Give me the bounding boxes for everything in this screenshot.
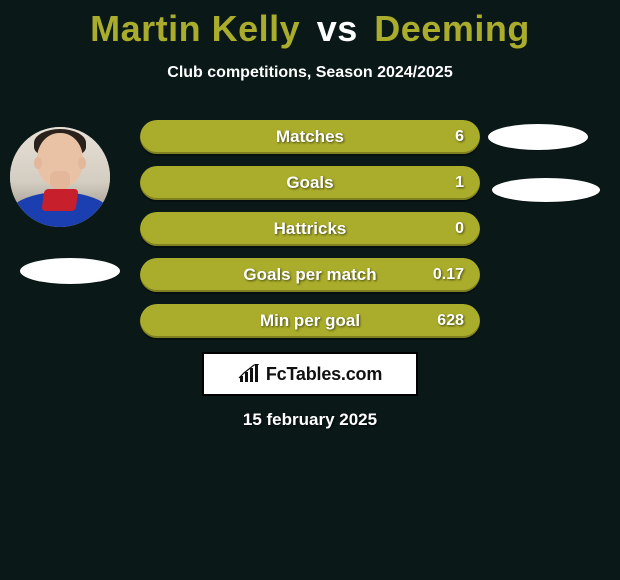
ellipse-shadow-left [20, 258, 120, 284]
subtitle: Club competitions, Season 2024/2025 [0, 64, 620, 82]
branding-box: FcTables.com [202, 352, 418, 396]
bar-chart-icon [238, 364, 260, 384]
stat-value: 1 [455, 166, 464, 200]
date-text: 15 february 2025 [0, 410, 620, 430]
ellipse-shadow-right-1 [488, 124, 588, 150]
branding-text: FcTables.com [266, 364, 382, 385]
stat-value: 628 [437, 304, 464, 338]
stat-label: Goals [140, 166, 480, 200]
ellipse-shadow-right-2 [492, 178, 600, 202]
title-player2: Deeming [374, 8, 530, 49]
stat-bar-goals: Goals 1 [140, 166, 480, 200]
stat-label: Min per goal [140, 304, 480, 338]
stat-bars: Matches 6 Goals 1 Hattricks 0 Goals per … [140, 120, 480, 350]
title-player1: Martin Kelly [90, 8, 300, 49]
title-vs: vs [317, 8, 358, 49]
stat-bar-min-per-goal: Min per goal 628 [140, 304, 480, 338]
player-avatar [10, 127, 110, 227]
stat-bar-matches: Matches 6 [140, 120, 480, 154]
stat-value: 0.17 [433, 258, 464, 292]
stat-value: 0 [455, 212, 464, 246]
stat-bar-goals-per-match: Goals per match 0.17 [140, 258, 480, 292]
stat-label: Goals per match [140, 258, 480, 292]
page-title: Martin Kelly vs Deeming [0, 0, 620, 50]
stat-label: Hattricks [140, 212, 480, 246]
stat-label: Matches [140, 120, 480, 154]
stat-value: 6 [455, 120, 464, 154]
stat-bar-hattricks: Hattricks 0 [140, 212, 480, 246]
